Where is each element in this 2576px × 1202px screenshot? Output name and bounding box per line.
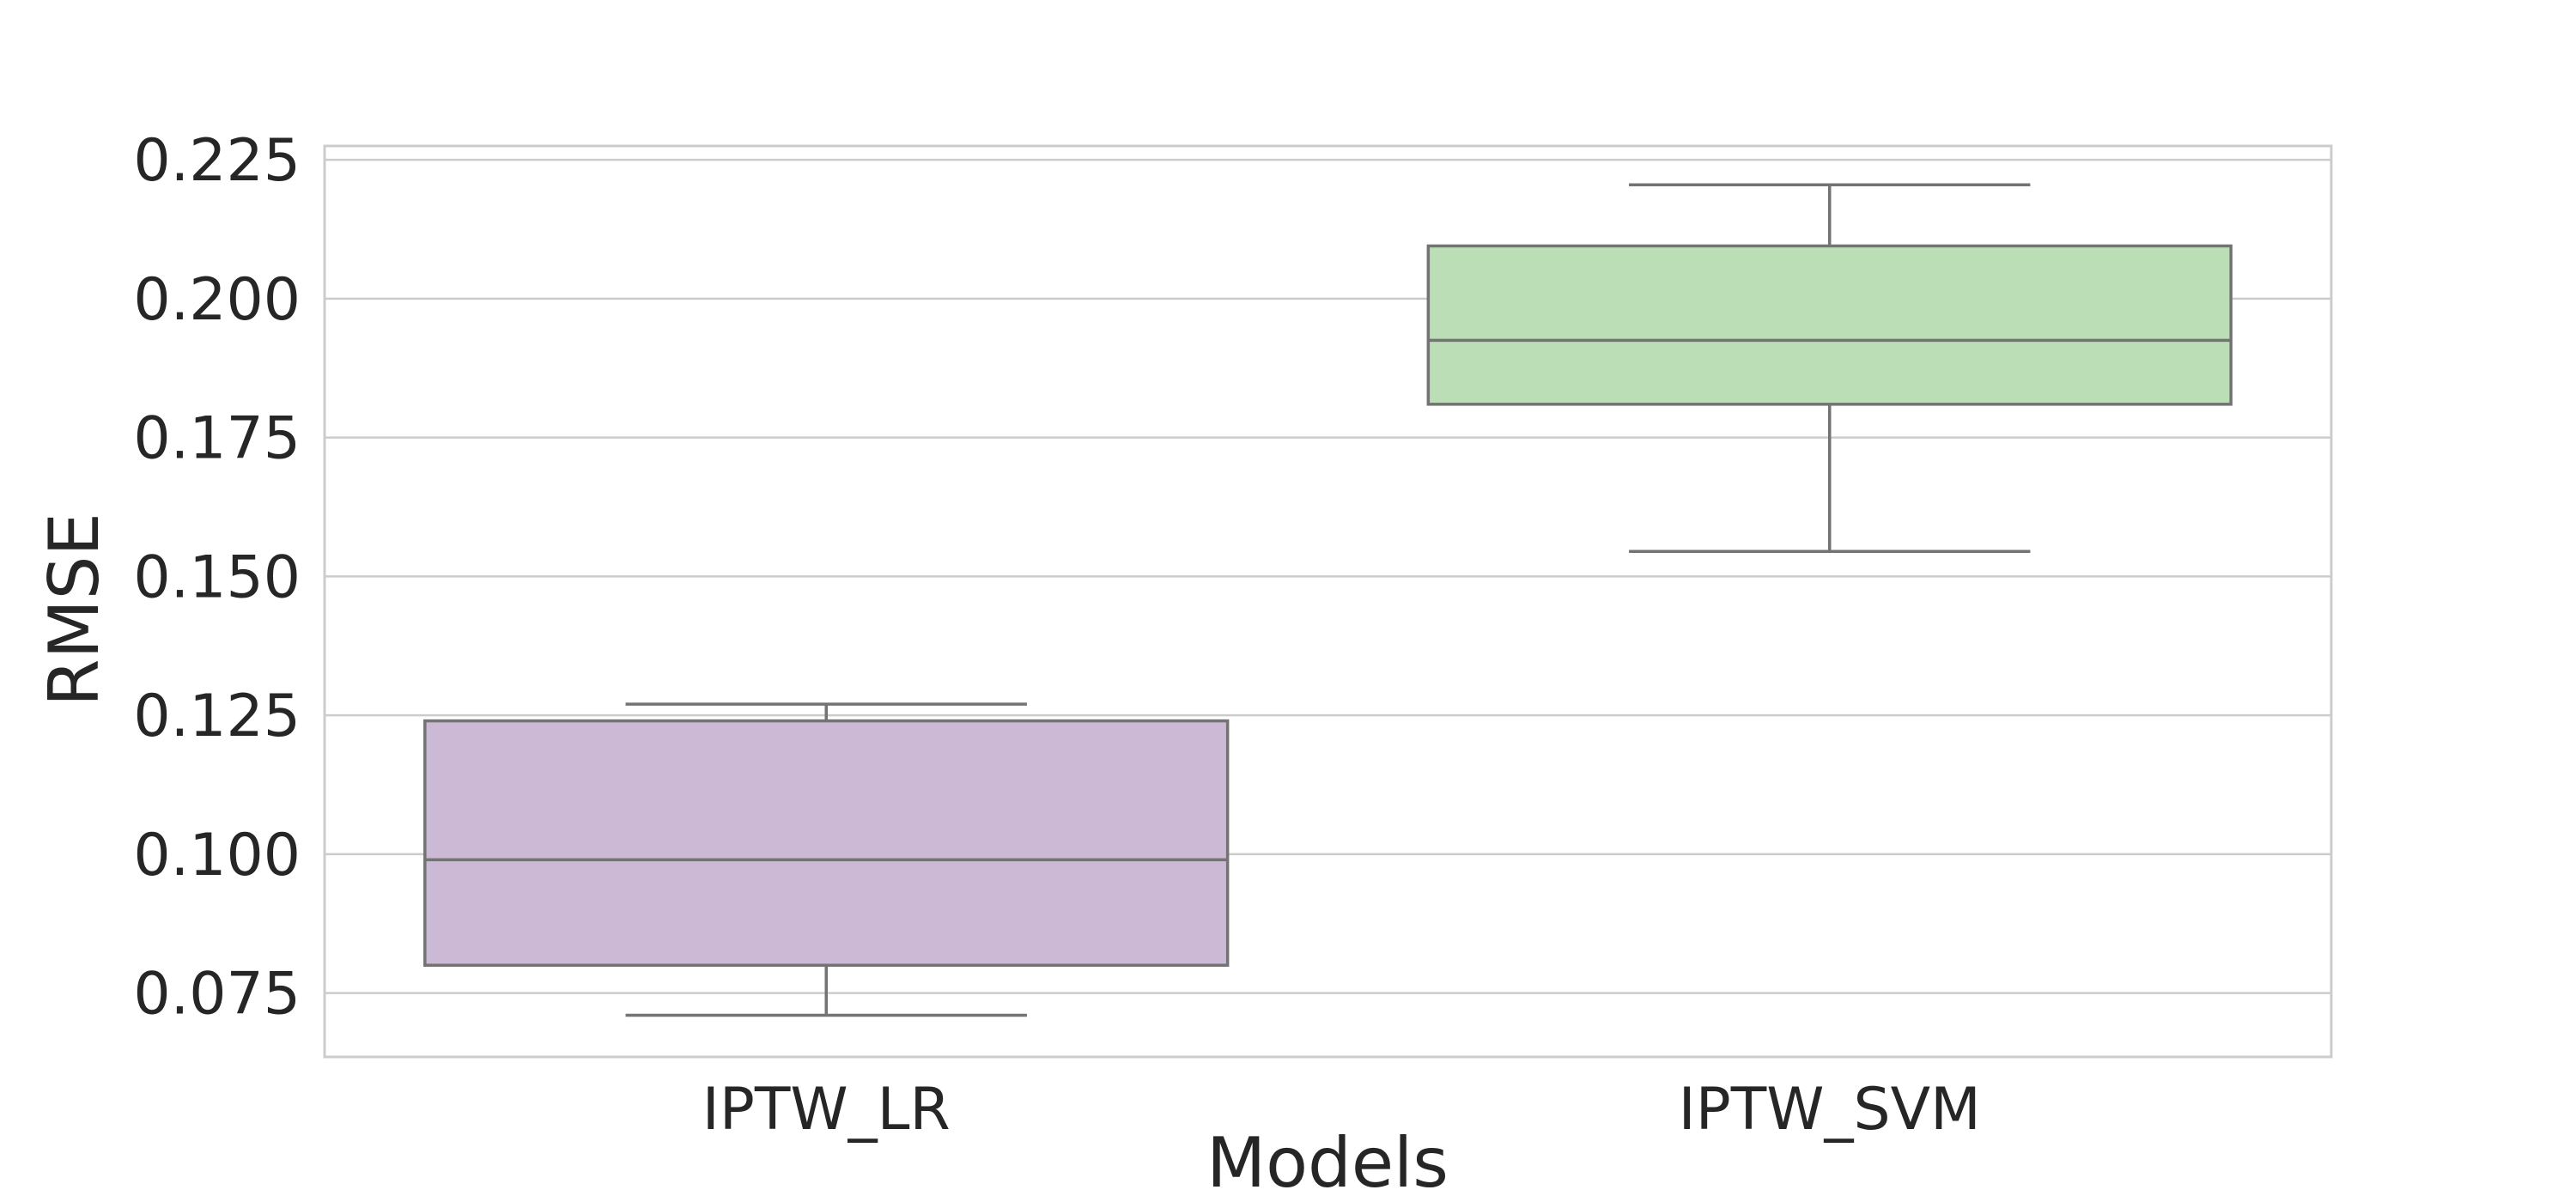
y-tick-label: 0.225 xyxy=(133,127,301,195)
x-tick-labels: IPTW_LR IPTW_SVM xyxy=(702,1076,1981,1144)
y-tick-labels: 0.075 0.100 0.125 0.150 0.175 0.200 0.225 xyxy=(133,127,301,1028)
box-iptw-svm xyxy=(1426,183,2233,554)
y-tick-label: 0.150 xyxy=(133,543,301,611)
y-tick-label: 0.125 xyxy=(133,683,301,750)
box-iptw-lr xyxy=(423,702,1230,1017)
iqr-box xyxy=(423,719,1230,968)
y-tick-label: 0.200 xyxy=(133,266,301,334)
boxes xyxy=(423,183,2233,1017)
y-tick-label: 0.175 xyxy=(133,405,301,473)
iqr-box xyxy=(1426,244,2233,406)
y-axis-title: RMSE xyxy=(34,513,114,707)
y-tick-label: 0.075 xyxy=(133,961,301,1029)
plot-frame xyxy=(323,144,2333,1059)
x-axis-title: Models xyxy=(1206,1123,1449,1202)
y-tick-label: 0.100 xyxy=(133,822,301,889)
x-tick-label: IPTW_SVM xyxy=(1679,1076,1981,1144)
x-tick-label: IPTW_LR xyxy=(702,1076,951,1144)
